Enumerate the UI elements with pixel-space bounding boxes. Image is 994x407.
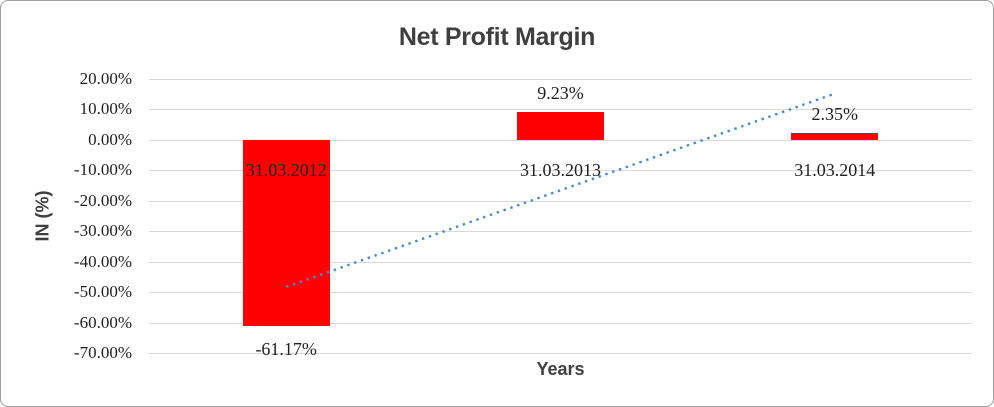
bar-31.03.2012 (242, 139, 330, 327)
category-label: 31.03.2014 (794, 159, 876, 180)
category-label: 31.03.2013 (520, 159, 601, 180)
gridline (149, 170, 972, 172)
y-axis-tick-label: -50.00% (73, 282, 132, 302)
y-axis-tick-label: -70.00% (73, 343, 132, 362)
gridline (149, 139, 972, 141)
gridline (149, 231, 972, 233)
bar-31.03.2014 (791, 132, 879, 140)
gridline (149, 200, 972, 202)
bar-31.03.2013 (517, 111, 604, 140)
gridline (149, 109, 972, 111)
y-axis-tick-label: -10.00% (73, 160, 132, 180)
data-label: 2.35% (811, 103, 859, 124)
category-label: 31.03.2012 (245, 159, 327, 180)
gridline (149, 261, 972, 263)
chart-title: Net Profit Margin (398, 23, 596, 51)
y-axis-title: IN (%) (32, 190, 53, 242)
gridline (149, 353, 972, 354)
gridline (149, 79, 972, 80)
y-axis-tick-label: 0.00% (88, 129, 132, 149)
y-axis-tick-label: -30.00% (73, 221, 132, 241)
x-axis-title: Years (536, 359, 585, 379)
y-axis-tick-label: -40.00% (73, 251, 132, 271)
gridline (149, 322, 972, 324)
data-label: -61.17% (255, 339, 317, 360)
trendline (285, 92, 836, 289)
y-axis-tick-label: -20.00% (73, 190, 132, 210)
trendline-svg (285, 92, 836, 289)
data-label: 9.23% (537, 82, 584, 103)
gridline (149, 292, 972, 294)
plot-area: 20.00% 10.00% 0.00% -10.00% -20.00% -30.00% -4… (74, 69, 972, 362)
y-axis-tick-label: 20.00% (79, 69, 132, 88)
y-axis-tick-label: -60.00% (73, 312, 132, 332)
y-axis-tick-label: 10.00% (79, 99, 132, 119)
